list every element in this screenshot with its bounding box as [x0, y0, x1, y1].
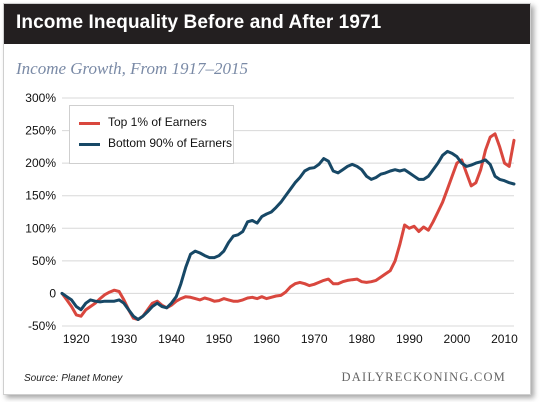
- y-tick-label: 300%: [25, 91, 56, 105]
- x-tick-label: 2000: [444, 332, 471, 346]
- y-tick-label: 200%: [25, 156, 56, 170]
- x-tick-label: 1950: [206, 332, 233, 346]
- chart-card: Income Inequality Before and After 1971 …: [3, 3, 531, 395]
- page-title: Income Inequality Before and After 1971: [16, 12, 382, 33]
- y-tick-label: 250%: [25, 124, 56, 138]
- brand-watermark: DAILYRECKONING.COM: [341, 370, 506, 384]
- chart-subtitle: Income Growth, From 1917–2015: [16, 59, 248, 78]
- x-tick-label: 1930: [111, 332, 138, 346]
- x-tick-label: 1960: [253, 332, 280, 346]
- x-tick-label: 1940: [158, 332, 185, 346]
- x-tick-label: 1920: [63, 332, 90, 346]
- y-tick-label: 50%: [32, 254, 56, 268]
- legend-swatch-bottom90: [79, 143, 100, 146]
- y-tick-label: 150%: [25, 189, 56, 203]
- legend-swatch-top1: [79, 122, 100, 125]
- y-tick-label: 0: [49, 286, 56, 300]
- legend-label-top1: Top 1% of Earners: [108, 115, 207, 129]
- header-bar: Income Inequality Before and After 1971: [4, 4, 530, 44]
- x-tick-label: 1970: [301, 332, 328, 346]
- line-chart: -50% 0 50% 100% 150% 200% 250% 300% 1920 1930 1940…: [25, 91, 518, 346]
- source-note: Source: Planet Money: [24, 373, 123, 384]
- x-tick-label: 1980: [348, 332, 375, 346]
- series-line-bottom90: [60, 149, 516, 321]
- chart-legend: Top 1% of Earners Bottom 90% of Earners: [69, 105, 234, 164]
- y-tick-label: -50%: [28, 319, 56, 333]
- y-tick-label: 100%: [25, 221, 56, 235]
- x-tick-label: 2010: [491, 332, 518, 346]
- x-tick-label: 1990: [396, 332, 423, 346]
- legend-label-bottom90: Bottom 90% of Earners: [108, 136, 233, 150]
